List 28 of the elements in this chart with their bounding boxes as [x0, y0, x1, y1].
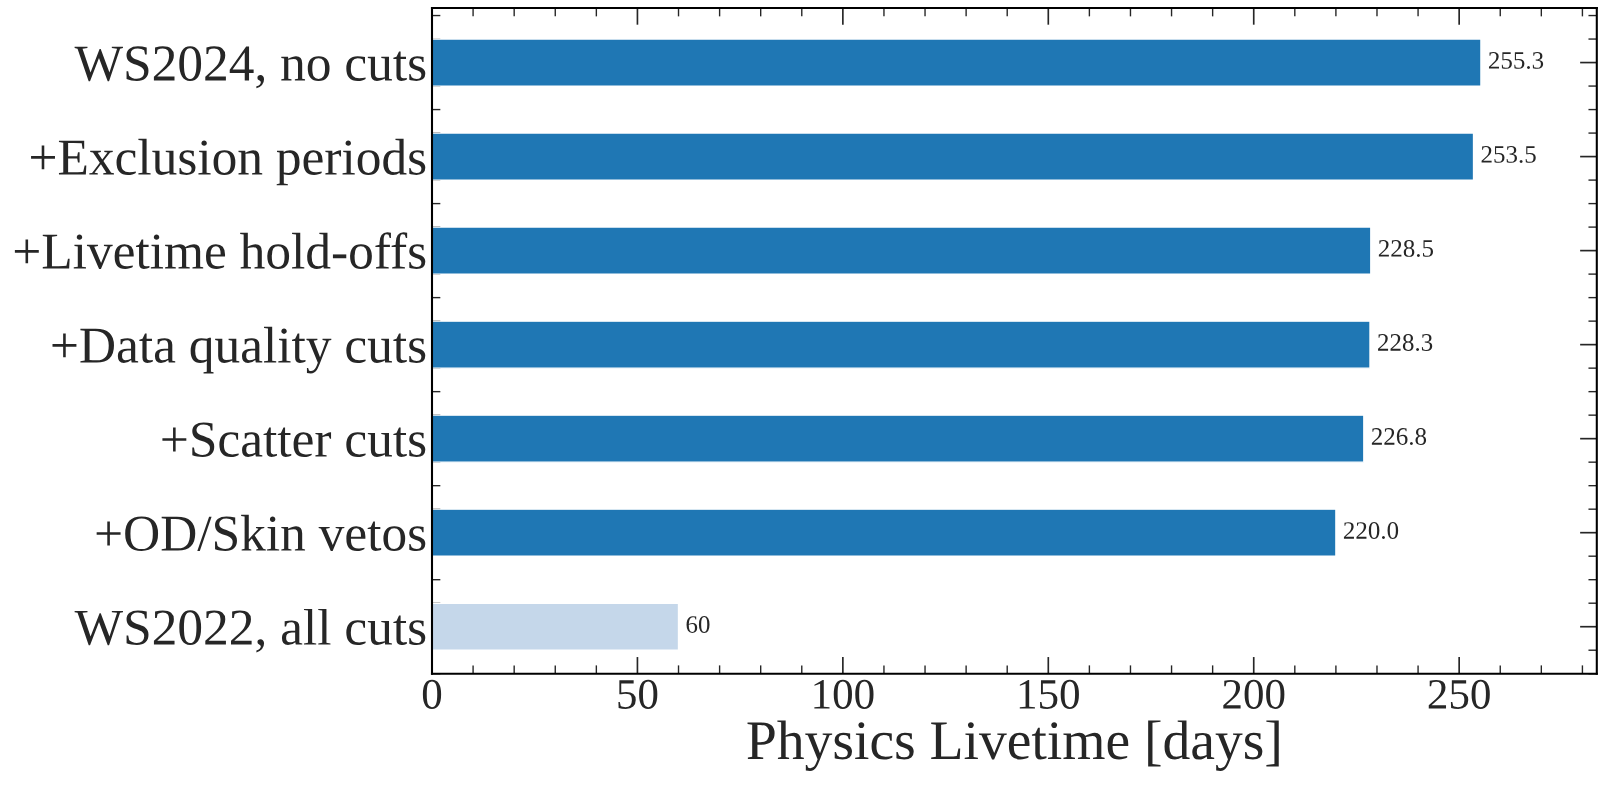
x-axis-title: Physics Livetime [days] — [747, 720, 1279, 771]
x-tick-label: 150 — [1019, 679, 1079, 709]
data-label: 228.5 — [1378, 240, 1434, 257]
bar — [432, 320, 1371, 369]
data-label: 255.3 — [1488, 52, 1544, 69]
data-label: 253.5 — [1481, 146, 1536, 163]
x-tick-label: 50 — [618, 679, 658, 709]
bar — [432, 414, 1365, 463]
y-tick-label: +Livetime hold-offs — [14, 232, 426, 269]
y-tick-label: +Data quality cuts — [52, 326, 426, 374]
bar — [432, 132, 1475, 181]
x-tick-label: 200 — [1223, 679, 1285, 709]
y-tick-label: +Exclusion periods — [31, 138, 426, 186]
bar — [432, 38, 1482, 87]
y-tick-label: WS2022, all cuts — [74, 608, 426, 653]
bar — [432, 602, 680, 651]
data-label: 220.0 — [1343, 522, 1399, 540]
bar — [432, 508, 1337, 557]
x-tick-label: 100 — [814, 679, 874, 709]
bar — [432, 226, 1372, 275]
y-tick-label: +OD/Skin vetos — [96, 514, 426, 552]
data-label: 228.3 — [1378, 334, 1433, 351]
data-label: 226.8 — [1371, 428, 1427, 446]
x-tick-label: 250 — [1428, 679, 1490, 709]
x-tick-label: 0 — [422, 679, 442, 709]
y-tick-label: WS2024, no cuts — [74, 46, 426, 89]
y-tick-label: +Scatter cuts — [162, 422, 426, 457]
data-label: 60 — [686, 616, 710, 633]
